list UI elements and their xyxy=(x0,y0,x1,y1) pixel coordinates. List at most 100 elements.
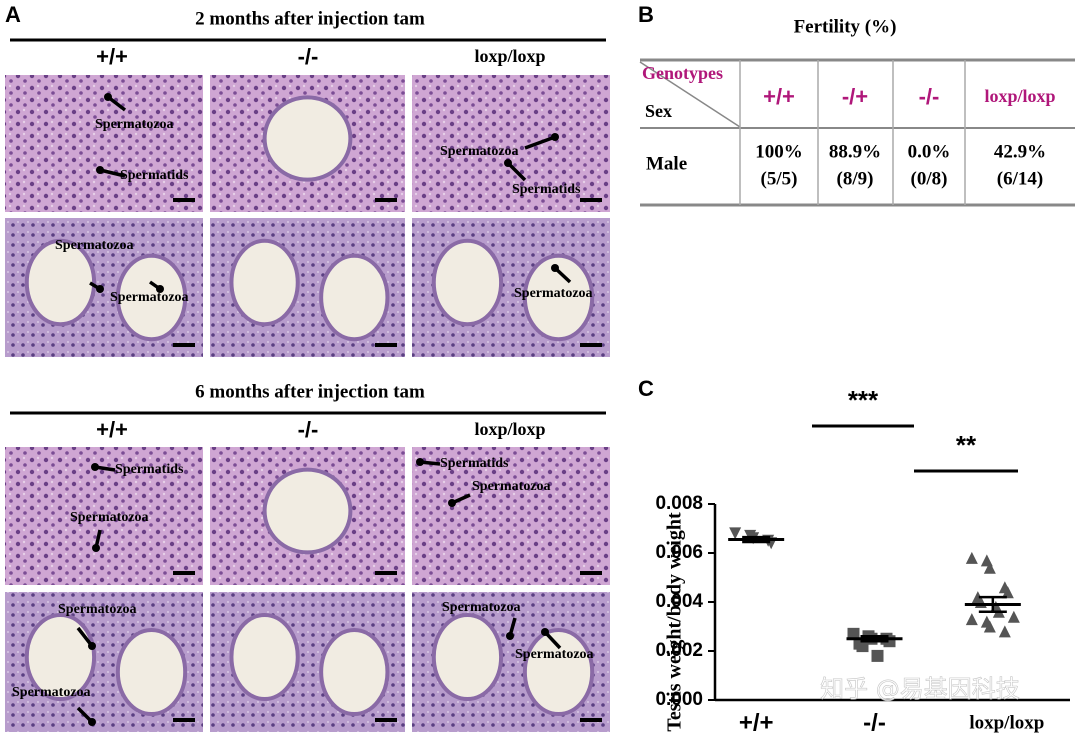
arrow-head xyxy=(96,285,104,293)
arrow-head xyxy=(92,544,100,552)
annotation: Spermatozoa xyxy=(515,647,594,662)
data-point xyxy=(1007,610,1020,623)
annotation: Spermatids xyxy=(440,456,509,471)
arrow-head xyxy=(88,718,96,726)
table-cell: (0/8) xyxy=(911,168,948,189)
table-header: +/+ xyxy=(763,84,795,109)
table-title: Fertility (%) xyxy=(794,16,897,37)
annotation: Spermatozoa xyxy=(472,479,551,494)
micrograph xyxy=(412,447,610,585)
arrow-head xyxy=(448,499,456,507)
column-header: -/- xyxy=(298,44,319,69)
lumen xyxy=(319,628,390,716)
micrograph xyxy=(5,75,203,212)
panel-a: A 2 months after injection tam +/+ -/- loxp… xyxy=(5,2,610,732)
lumen xyxy=(115,628,188,716)
table-cell: 88.9% xyxy=(829,141,881,162)
data-point xyxy=(1001,586,1014,599)
data-point xyxy=(847,627,860,640)
arrow-head xyxy=(88,642,96,650)
table-header: -/- xyxy=(919,84,940,109)
panel-b: B Fertility (%) Genotypes Sex +/+ -/+ -/- l… xyxy=(638,2,1075,207)
annotation: Spermatozoa xyxy=(58,602,137,617)
table-cell: 0.0% xyxy=(908,141,951,162)
scale-bar xyxy=(580,343,602,347)
arrow-head xyxy=(416,458,424,466)
x-tick-label: -/- xyxy=(863,709,886,736)
data-point xyxy=(998,625,1011,638)
annotation: Spermatozoa xyxy=(514,286,593,301)
y-tick-label: 0.000 xyxy=(655,689,703,710)
lumen xyxy=(319,253,390,342)
table-header: loxp/loxp xyxy=(984,86,1055,106)
lumen xyxy=(431,613,504,701)
column-header: +/+ xyxy=(96,417,128,442)
arrow-head xyxy=(156,285,164,293)
data-point xyxy=(965,551,978,564)
table-cell: (5/5) xyxy=(761,168,798,189)
annotation: Spermatids xyxy=(120,168,189,183)
data-point xyxy=(856,640,869,653)
panel-label: C xyxy=(638,376,654,401)
table-cell: 100% xyxy=(755,141,803,162)
scale-bar xyxy=(173,571,195,575)
x-tick-label: +/+ xyxy=(739,709,774,736)
arrow-head xyxy=(551,133,559,141)
table-cell: (6/14) xyxy=(997,168,1043,189)
annotation: Spermatozoa xyxy=(12,685,91,700)
section-title: 2 months after injection tam xyxy=(195,8,425,29)
scale-bar xyxy=(375,718,397,722)
arrow-head xyxy=(104,93,112,101)
column-header: loxp/loxp xyxy=(474,419,545,439)
scale-bar xyxy=(375,198,397,202)
diagonal xyxy=(639,61,741,128)
lumen xyxy=(522,628,595,716)
data-point xyxy=(983,620,996,633)
scale-bar xyxy=(173,198,195,202)
lumen xyxy=(229,238,300,327)
scale-bar xyxy=(580,571,602,575)
panel-label: B xyxy=(638,2,654,27)
corner-top: Genotypes xyxy=(642,63,723,83)
table-cell: (8/9) xyxy=(837,168,874,189)
annotation: Spermatozoa xyxy=(70,510,149,525)
arrow-head xyxy=(541,628,549,636)
column-header: -/- xyxy=(298,417,319,442)
significance-label: ** xyxy=(956,430,977,460)
arrow xyxy=(524,135,556,150)
panel-label: A xyxy=(5,2,21,27)
arrow-head xyxy=(504,159,512,167)
arrow-head xyxy=(506,632,514,640)
significance-label: *** xyxy=(848,385,879,415)
arrow-head xyxy=(551,264,559,272)
column-header: loxp/loxp xyxy=(474,46,545,66)
annotation: Spermatozoa xyxy=(95,117,174,132)
table-header: -/+ xyxy=(842,84,868,109)
arrow xyxy=(99,168,126,178)
y-axis-label: Testis weight/body weight xyxy=(664,512,686,732)
annotation: Spermatids xyxy=(512,182,581,197)
y-tick-label: 0.006 xyxy=(655,542,703,563)
table-cell: 42.9% xyxy=(994,141,1046,162)
x-tick-label: loxp/loxp xyxy=(969,712,1044,733)
scale-bar xyxy=(375,571,397,575)
lumen xyxy=(522,253,595,342)
corner-bottom: Sex xyxy=(645,101,672,121)
arrow-head xyxy=(96,166,104,174)
lumen xyxy=(262,95,353,182)
annotation: Spermatozoa xyxy=(110,290,189,305)
scale-bar xyxy=(580,198,602,202)
y-tick-label: 0.008 xyxy=(655,493,703,514)
lumen xyxy=(115,253,188,342)
lumen xyxy=(24,613,97,701)
y-tick-label: 0.002 xyxy=(655,640,703,661)
lumen xyxy=(262,467,353,555)
scale-bar xyxy=(375,343,397,347)
scale-bar xyxy=(173,343,195,347)
section-title: 6 months after injection tam xyxy=(195,381,425,402)
arrow xyxy=(506,161,527,182)
lumen xyxy=(229,613,300,701)
column-header: +/+ xyxy=(96,44,128,69)
micrograph xyxy=(412,75,610,212)
